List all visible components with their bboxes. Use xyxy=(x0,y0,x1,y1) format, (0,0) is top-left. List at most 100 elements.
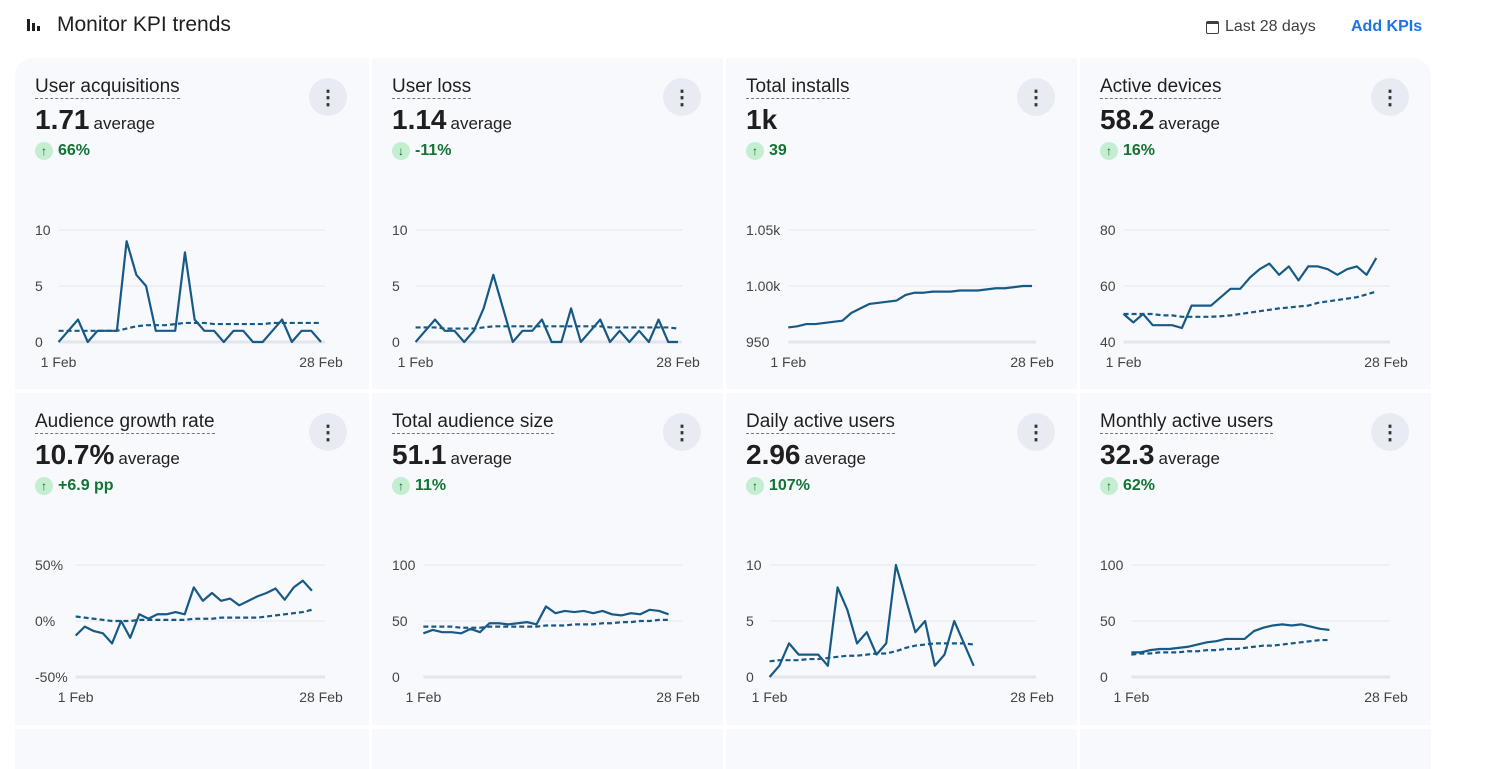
y-tick-label: 0 xyxy=(392,669,400,685)
y-tick-label: 5 xyxy=(35,278,43,294)
series-line xyxy=(768,563,975,678)
y-tick-label: 100 xyxy=(1100,557,1124,573)
kpi-card: Monthly active users 32.3 average ↑ 62% ⋮ 0… xyxy=(1080,393,1431,725)
kpi-delta: ↑ 16% xyxy=(1100,142,1155,160)
y-tick-label: 0 xyxy=(35,334,43,350)
kpi-suffix: average xyxy=(804,449,866,468)
average-trend-line xyxy=(769,642,974,663)
y-tick-label: 950 xyxy=(746,334,770,350)
kpi-title[interactable]: User loss xyxy=(392,76,472,99)
average-trend-line xyxy=(75,608,313,623)
series-line xyxy=(1131,623,1330,654)
y-tick-label: 50% xyxy=(35,557,63,573)
kpi-value: 1.14 average xyxy=(392,104,512,136)
more-vert-icon: ⋮ xyxy=(672,421,692,444)
kpi-title[interactable]: Monthly active users xyxy=(1100,411,1274,434)
kpi-delta: ↑ 66% xyxy=(35,142,90,160)
delta-value: +6.9 pp xyxy=(58,477,114,494)
delta-value: 16% xyxy=(1123,142,1156,159)
kpi-suffix: average xyxy=(1158,114,1220,133)
arrow-up-icon: ↑ xyxy=(1100,142,1118,160)
average-trend-line xyxy=(1123,290,1377,318)
x-tick-label: 1 Feb xyxy=(58,689,94,705)
date-range-button[interactable]: Last 28 days xyxy=(1206,18,1316,36)
x-tick-label: 1 Feb xyxy=(752,689,788,705)
add-kpis-link[interactable]: Add KPIs xyxy=(1351,18,1423,35)
more-vert-icon: ⋮ xyxy=(1380,86,1400,109)
kpi-value: 51.1 average xyxy=(392,439,512,471)
x-tick-label: 1 Feb xyxy=(770,354,806,370)
kpi-value: 2.96 average xyxy=(746,439,866,471)
series-line xyxy=(422,605,669,635)
y-tick-label: 10 xyxy=(392,222,408,238)
kpi-title[interactable]: Total audience size xyxy=(392,411,554,434)
y-tick-label: 50 xyxy=(1100,613,1116,629)
delta-value: 107% xyxy=(769,477,810,494)
x-tick-label: 1 Feb xyxy=(1106,354,1142,370)
y-tick-label: 0 xyxy=(746,669,754,685)
kpi-number: 32.3 xyxy=(1100,439,1155,470)
kpi-card: Total audience size 51.1 average ↑ 11% ⋮ 0 5… xyxy=(372,393,723,725)
arrow-up-icon: ↑ xyxy=(1100,477,1118,495)
y-tick-label: 1.00k xyxy=(746,278,781,294)
kpi-card: User loss 1.14 average ↓ -11% ⋮ 0 5 10 1 Feb 28… xyxy=(372,58,723,389)
kpi-title[interactable]: Daily active users xyxy=(746,411,895,434)
kpi-card: User acquisitions 1.71 average ↑ 66% ⋮ 0 5 10… xyxy=(15,58,369,389)
kpi-grid: User acquisitions 1.71 average ↑ 66% ⋮ 0 5 10… xyxy=(15,58,1433,769)
delta-value: 11% xyxy=(415,477,447,494)
more-options-button[interactable]: ⋮ xyxy=(1017,413,1055,451)
delta-value: -11% xyxy=(415,142,452,159)
kpi-chart: 950 1.00k 1.05k 1 Feb 28 Feb xyxy=(746,222,1054,370)
more-options-button[interactable]: ⋮ xyxy=(663,413,701,451)
average-trend-line xyxy=(1131,638,1330,656)
y-tick-label: 100 xyxy=(392,557,416,573)
more-vert-icon: ⋮ xyxy=(672,86,692,109)
y-tick-label: 1.05k xyxy=(746,222,781,238)
x-tick-label: 28 Feb xyxy=(1364,689,1408,705)
y-tick-label: 0 xyxy=(392,334,400,350)
x-tick-label: 28 Feb xyxy=(1010,689,1054,705)
delta-value: 66% xyxy=(58,142,91,159)
kpi-title[interactable]: Active devices xyxy=(1100,76,1222,99)
kpi-number: 1k xyxy=(746,104,778,135)
arrow-up-icon: ↑ xyxy=(35,477,53,495)
kpi-chart: -50% 0% 50% 1 Feb 28 Feb xyxy=(35,557,343,705)
kpi-value: 1k xyxy=(746,104,781,136)
kpi-number: 10.7% xyxy=(35,439,115,470)
x-tick-label: 1 Feb xyxy=(41,354,77,370)
kpi-title[interactable]: Audience growth rate xyxy=(35,411,215,434)
more-options-button[interactable]: ⋮ xyxy=(663,78,701,116)
kpi-delta: ↓ -11% xyxy=(392,142,451,160)
calendar-icon xyxy=(1206,20,1219,34)
series-line xyxy=(788,284,1032,329)
kpi-title[interactable]: Total installs xyxy=(746,76,850,99)
more-options-button[interactable]: ⋮ xyxy=(1371,78,1409,116)
x-tick-label: 1 Feb xyxy=(1113,689,1149,705)
kpi-number: 51.1 xyxy=(392,439,447,470)
arrow-up-icon: ↑ xyxy=(392,477,410,495)
more-vert-icon: ⋮ xyxy=(1380,421,1400,444)
more-options-button[interactable]: ⋮ xyxy=(1017,78,1055,116)
kpi-value: 1.71 average xyxy=(35,104,155,136)
kpi-number: 58.2 xyxy=(1100,104,1155,135)
series-line xyxy=(57,240,322,344)
bar-chart-icon xyxy=(27,17,43,31)
y-tick-label: 0 xyxy=(1100,669,1108,685)
date-range-label: Last 28 days xyxy=(1225,18,1316,35)
kpi-card-placeholder xyxy=(372,729,723,769)
kpi-title[interactable]: User acquisitions xyxy=(35,76,180,99)
kpi-delta: ↑ 11% xyxy=(392,477,446,495)
more-vert-icon: ⋮ xyxy=(318,421,338,444)
arrow-up-icon: ↑ xyxy=(746,477,764,495)
more-options-button[interactable]: ⋮ xyxy=(309,413,347,451)
more-options-button[interactable]: ⋮ xyxy=(309,78,347,116)
more-options-button[interactable]: ⋮ xyxy=(1371,413,1409,451)
y-tick-label: -50% xyxy=(35,669,68,685)
y-tick-label: 40 xyxy=(1100,334,1116,350)
kpi-suffix: average xyxy=(1158,449,1220,468)
more-vert-icon: ⋮ xyxy=(318,86,338,109)
average-trend-line xyxy=(423,618,669,629)
kpi-chart: 0 50 100 1 Feb 28 Feb xyxy=(1100,557,1408,705)
kpi-chart: 40 60 80 1 Feb 28 Feb xyxy=(1100,222,1408,370)
series-line xyxy=(74,579,313,645)
